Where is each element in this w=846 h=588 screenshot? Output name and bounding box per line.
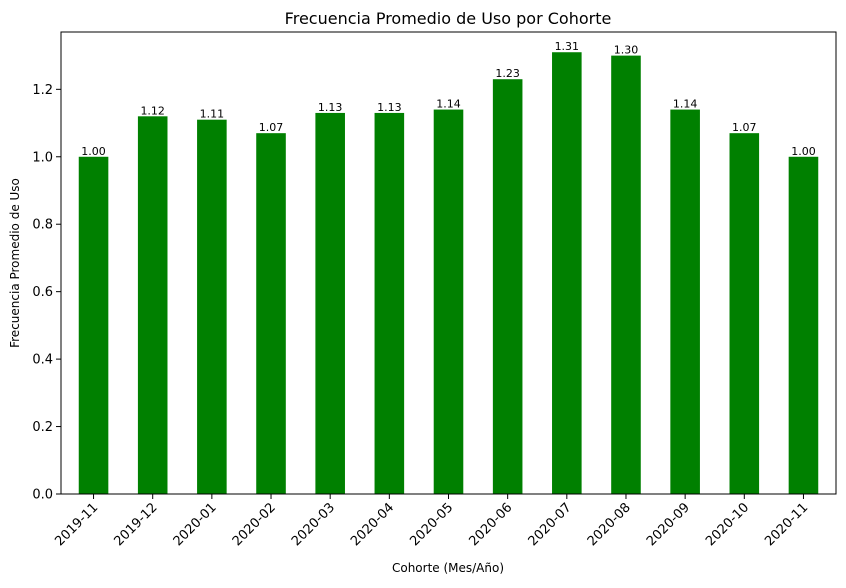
x-tick-label-2020-07: 2020-07 [526,500,575,549]
data-labels-layer: 1.00 1.12 1.11 1.07 1.13 1.13 1.14 1.23 1.31 1.30… [81,40,815,158]
bar-2020-11 [788,156,819,494]
x-axis: 2019-11 2019-12 2020-01 2020-02 2020-03 2020-… [52,494,811,549]
x-axis-label: Cohorte (Mes/Año) [392,561,504,575]
data-label-2020-03: 1.13 [318,101,343,114]
data-label-2020-08: 1.30 [614,44,639,57]
x-tick-label-2019-11: 2019-11 [52,500,101,549]
data-label-2019-11: 1.00 [81,145,106,158]
data-label-2020-09: 1.14 [673,98,698,111]
bar-2020-02 [256,133,286,495]
chart-title: Frecuencia Promedio de Uso por Cohorte [285,9,612,28]
bar-2020-03 [315,112,345,495]
data-label-2020-11: 1.00 [791,145,816,158]
x-tick-label-2020-02: 2020-02 [230,500,279,549]
x-tick-label-2020-04: 2020-04 [348,500,397,549]
y-tick-label: 0.2 [32,420,53,435]
data-label-2020-06: 1.23 [495,67,520,80]
x-tick-label-2020-08: 2020-08 [585,500,634,549]
data-label-2020-05: 1.14 [436,98,461,111]
x-tick-label-2020-05: 2020-05 [407,500,456,549]
y-tick-label: 0.0 [32,488,53,503]
data-label-2019-12: 1.12 [140,104,165,117]
bar-2020-05 [433,109,464,494]
bar-2019-12 [137,116,168,494]
y-axis-label: Frecuencia Promedio de Uso [8,178,22,348]
y-axis: 0.0 0.2 0.4 0.6 0.8 1.0 1.2 [32,83,61,503]
y-tick-label: 1.2 [32,83,53,98]
data-label-2020-07: 1.31 [555,40,580,53]
bar-2020-06 [492,79,523,495]
y-tick-label: 0.8 [32,218,53,233]
bar-2020-08 [611,55,641,495]
x-tick-label-2020-03: 2020-03 [289,500,338,549]
bar-2020-01 [197,119,227,495]
y-tick-label: 0.4 [32,353,53,368]
x-tick-label-2020-01: 2020-01 [171,500,220,549]
bar-2020-09 [670,109,700,494]
x-tick-label-2019-12: 2019-12 [112,500,161,549]
data-label-2020-04: 1.13 [377,101,402,114]
data-label-2020-02: 1.07 [259,121,284,134]
x-tick-label-2020-10: 2020-10 [703,500,752,549]
x-tick-label-2020-06: 2020-06 [466,500,515,549]
data-label-2020-10: 1.07 [732,121,757,134]
x-tick-label-2020-09: 2020-09 [644,500,693,549]
bar-2020-07 [552,52,582,494]
y-tick-label: 1.0 [32,150,53,165]
bar-2020-10 [729,133,760,495]
y-tick-label: 0.6 [32,285,53,300]
bars-layer [78,52,819,495]
bar-2020-04 [374,112,405,495]
x-tick-label-2020-11: 2020-11 [762,500,811,549]
data-label-2020-01: 1.11 [200,108,225,121]
bar-2019-11 [78,156,109,494]
